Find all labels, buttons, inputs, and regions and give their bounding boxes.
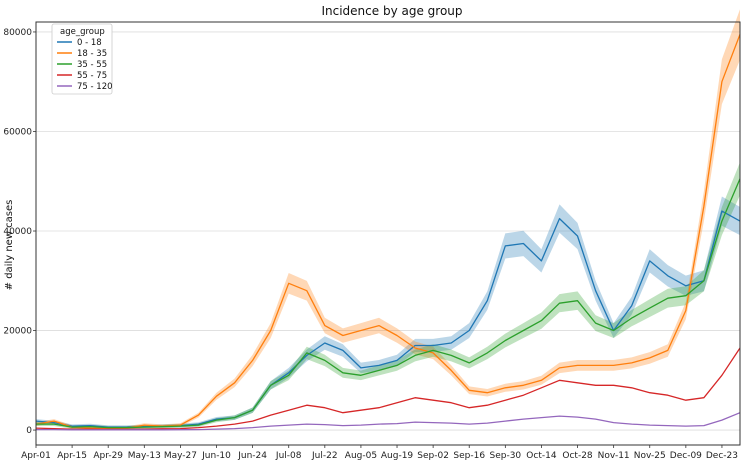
series-line (35, 34, 741, 430)
x-tick-label: Nov-25 (634, 451, 666, 461)
plot-frame (35, 21, 741, 446)
x-tick-label: Apr-29 (93, 451, 123, 461)
x-tick-label: Apr-01 (21, 451, 51, 461)
chart-title: Incidence by age group (321, 4, 462, 18)
x-tick-label: Jun-10 (201, 451, 231, 461)
y-tick-label: 40000 (3, 227, 32, 237)
series-line (36, 412, 741, 431)
x-tick-label: Oct-14 (526, 451, 557, 461)
x-tick-label: Nov-11 (598, 451, 630, 461)
y-tick-label: 80000 (3, 28, 32, 38)
legend-label: 18 - 35 (77, 49, 107, 59)
x-tick-label: Jul-22 (311, 451, 338, 461)
y-axis-label: # daily new cases (4, 200, 15, 291)
y-tick-label: 20000 (3, 327, 32, 337)
x-tick-label: Jun-24 (237, 451, 267, 461)
confidence-bands (36, 9, 740, 431)
legend-label: 35 - 55 (77, 60, 107, 70)
x-tick-label: Sep-16 (453, 451, 485, 461)
x-tick-label: May-27 (164, 451, 197, 461)
legend-label: 0 - 18 (77, 38, 102, 48)
legend-label: 55 - 75 (77, 71, 107, 81)
x-tick-label: Dec-23 (706, 451, 738, 461)
series-lines (35, 34, 741, 431)
grid-layer (36, 31, 740, 431)
x-ticks: Apr-01 Apr-15 Apr-29 May-13 May-27 Jun-10 Jun-… (21, 445, 738, 461)
x-tick-label: Aug-19 (381, 451, 414, 461)
legend-label: 75 - 120 (77, 82, 113, 92)
y-tick-label: 60000 (3, 127, 32, 137)
x-tick-label: Dec-09 (670, 451, 702, 461)
x-tick-label: Jul-08 (275, 451, 302, 461)
x-tick-label: Aug-05 (345, 451, 377, 461)
x-tick-label: Oct-28 (562, 451, 593, 461)
x-tick-label: May-13 (128, 451, 161, 461)
x-tick-label: Apr-15 (57, 451, 87, 461)
y-tick-label: 0 (26, 426, 32, 436)
x-tick-label: Sep-02 (417, 451, 449, 461)
x-tick-label: Sep-30 (489, 451, 521, 461)
legend-title: age_group (60, 27, 105, 37)
series-line (36, 178, 741, 429)
series-line (35, 347, 741, 430)
y-ticks: 0 20000 40000 60000 80000 (3, 28, 36, 436)
